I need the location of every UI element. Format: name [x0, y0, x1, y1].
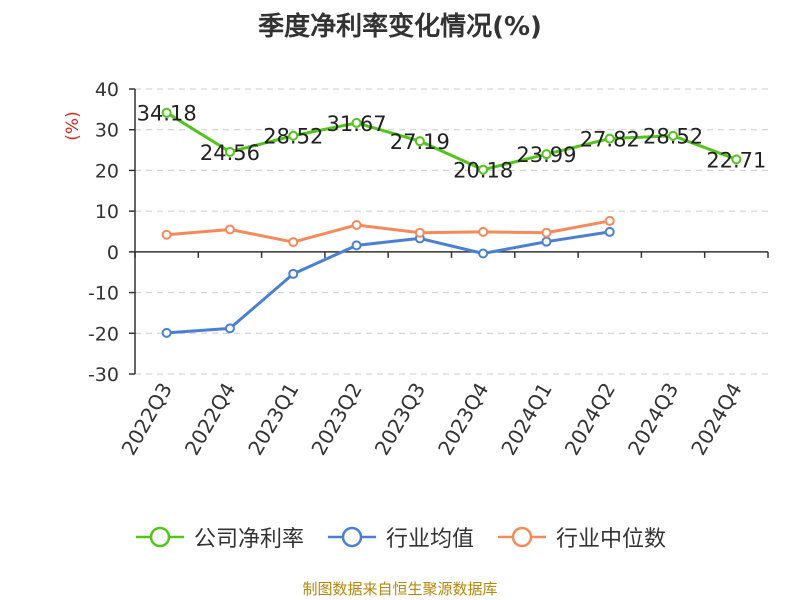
data-point [541, 236, 552, 247]
legend-label: 公司净利率 [193, 527, 304, 552]
legend-swatch [327, 526, 376, 548]
x-tick-label: 2024Q2 [560, 379, 620, 460]
legend-marker [511, 526, 533, 548]
data-point [604, 226, 615, 237]
data-point [224, 224, 235, 235]
legend-marker [149, 526, 171, 548]
data-label: 28.52 [263, 125, 323, 149]
legend-label: 行业中位数 [556, 527, 667, 552]
data-point [161, 327, 172, 338]
data-label: 27.19 [390, 130, 450, 154]
data-label: 31.67 [326, 112, 386, 136]
series-lines [161, 107, 742, 338]
data-label: 28.52 [643, 125, 703, 149]
data-point [351, 240, 362, 251]
data-point [731, 154, 742, 165]
data-point [478, 164, 489, 175]
series-line [165, 111, 737, 172]
data-label: 20.18 [453, 159, 513, 183]
series-2 [161, 215, 615, 248]
data-point [414, 227, 425, 238]
source-note: 制图数据来自恒生聚源数据库 [302, 580, 498, 598]
legend-swatch [135, 526, 184, 548]
legend-item[interactable]: 公司净利率 [134, 521, 304, 553]
data-point [288, 268, 299, 279]
x-tick-label: 2024Q1 [496, 379, 556, 460]
legend: 公司净利率 行业均值 行业中位数 [0, 520, 800, 554]
legend-marker [341, 526, 363, 548]
data-label: 34.18 [137, 102, 197, 126]
data-point [288, 130, 299, 141]
data-point [224, 146, 235, 157]
x-tick-label: 2023Q4 [433, 379, 493, 460]
series-1 [161, 226, 615, 338]
y-tick-label: -20 [88, 323, 119, 345]
chart-title: 季度净利率变化情况(%) [258, 12, 542, 42]
data-point [604, 133, 615, 144]
legend-item[interactable]: 行业中位数 [496, 521, 666, 553]
data-point [604, 215, 615, 226]
legend-swatch [498, 526, 546, 548]
data-point [351, 117, 362, 128]
x-tick-label: 2024Q3 [623, 379, 683, 460]
data-point [288, 237, 299, 248]
y-axis-label: (%) [63, 111, 83, 140]
data-point [414, 136, 425, 147]
series-line [166, 219, 611, 244]
data-point [478, 248, 489, 259]
x-tick-label: 2024Q4 [686, 379, 746, 460]
x-tick-label: 2023Q2 [306, 379, 366, 460]
y-tick-label: 0 [107, 242, 119, 264]
data-label: 22.71 [706, 148, 766, 172]
y-tick-label: 30 [95, 120, 119, 142]
data-labels: 34.1824.5628.5231.6727.1920.1823.9927.82… [137, 102, 767, 183]
legend-label: 行业均值 [385, 527, 474, 552]
data-point [541, 227, 552, 238]
y-tick-label: -30 [88, 364, 119, 386]
legend-item[interactable]: 行业均值 [326, 521, 474, 553]
x-tick-label: 2023Q3 [370, 379, 430, 460]
data-label: 27.82 [580, 128, 640, 152]
data-point [351, 219, 362, 230]
y-tick-label: 20 [95, 160, 119, 182]
data-point [478, 226, 489, 237]
y-tick-label: -10 [88, 283, 119, 305]
x-tick-label: 2022Q3 [117, 379, 177, 460]
data-label: 24.56 [200, 141, 260, 165]
data-point [161, 107, 172, 118]
series-line [166, 230, 610, 335]
data-point [668, 130, 679, 141]
data-point [541, 149, 552, 160]
data-point [224, 323, 235, 334]
y-tick-label: 10 [95, 201, 119, 223]
x-tick-label: 2022Q4 [180, 379, 240, 460]
data-label: 23.99 [516, 143, 576, 167]
y-tick-label: 40 [95, 79, 119, 101]
data-point [161, 229, 172, 240]
x-tick-label: 2023Q1 [243, 379, 303, 460]
series-0 [161, 107, 742, 175]
